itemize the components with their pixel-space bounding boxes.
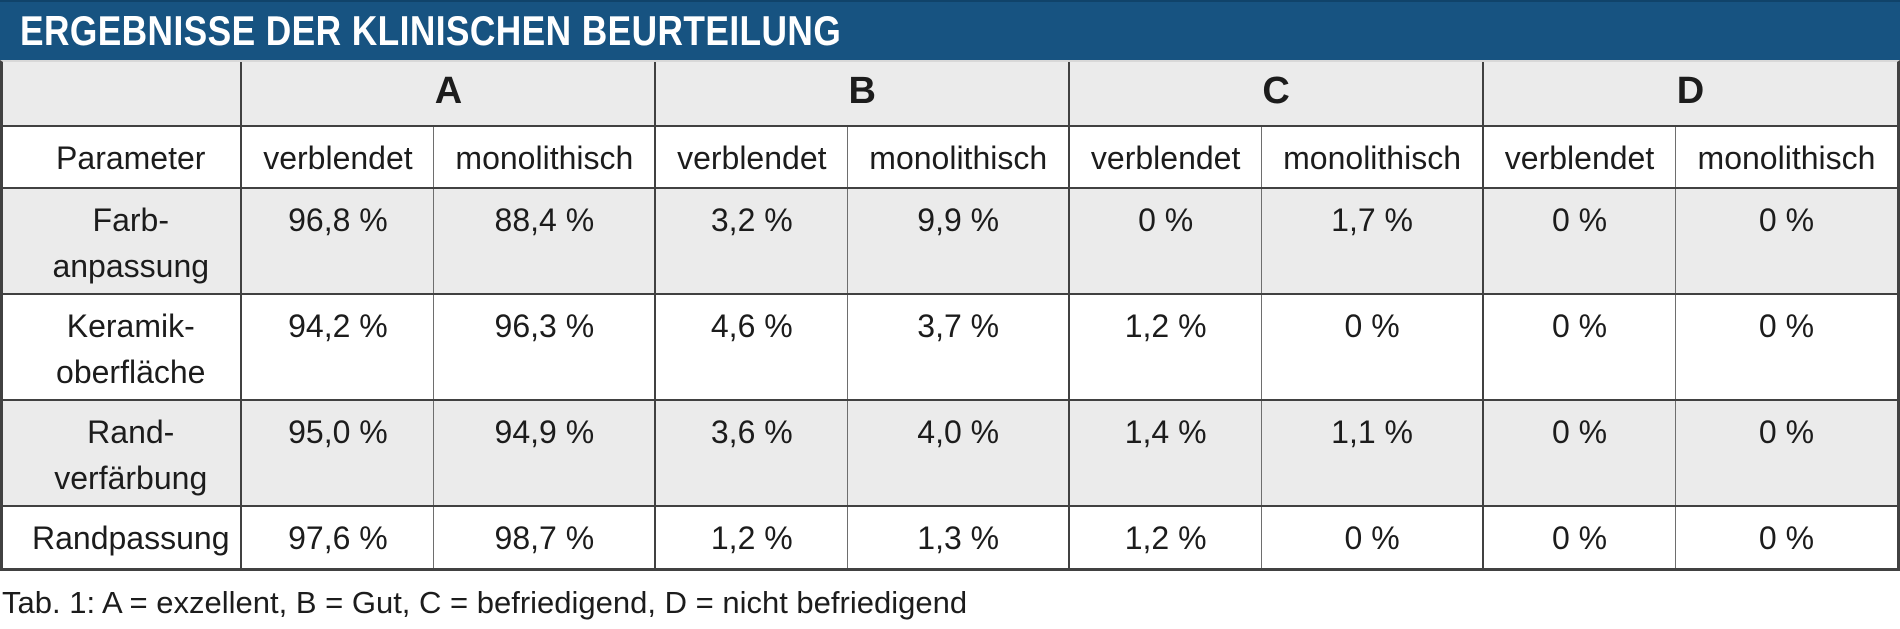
value-cell: 1,2 % xyxy=(1068,293,1262,400)
value-cell: 94,2 % xyxy=(240,293,434,400)
value-cell: 0 % xyxy=(1674,399,1897,506)
value-cell: 4,6 % xyxy=(654,293,848,400)
value-cell: 1,7 % xyxy=(1261,187,1484,294)
value-cell: 0 % xyxy=(1068,187,1262,294)
group-header-d: D xyxy=(1482,62,1897,126)
table-title-bar: ERGEBNISSE DER KLINISCHEN BEURTEILUNG xyxy=(0,0,1900,60)
group-header-a: A xyxy=(240,62,656,126)
table-caption: Tab. 1: A = exzellent, B = Gut, C = befr… xyxy=(2,585,968,620)
value-cell: 96,3 % xyxy=(433,293,656,400)
parameter-column-header: Parameter xyxy=(3,125,242,188)
subheader-a-monolithisch: monolithisch xyxy=(433,125,656,188)
results-table-wrapper: A B C D Parameter verblendet monolithisch verbl… xyxy=(0,60,1900,571)
subheader-row: Parameter verblendet monolithisch verblende… xyxy=(3,125,1897,188)
value-cell: 0 % xyxy=(1261,293,1484,400)
value-cell: 97,6 % xyxy=(240,505,434,568)
value-cell: 94,9 % xyxy=(433,399,656,506)
value-cell: 0 % xyxy=(1674,187,1897,294)
row-label: Rand-verfärbung xyxy=(3,399,242,506)
value-cell: 4,0 % xyxy=(847,399,1070,506)
corner-cell xyxy=(3,62,242,126)
subheader-d-monolithisch: monolithisch xyxy=(1674,125,1897,188)
table-row: Randpassung 97,6 % 98,7 % 1,2 % 1,3 % 1,2 % 0 … xyxy=(3,505,1897,568)
table-row: Farb-anpassung 96,8 % 88,4 % 3,2 % 9,9 % 0 % 1… xyxy=(3,187,1897,294)
subheader-b-verblendet: verblendet xyxy=(654,125,848,188)
value-cell: 3,6 % xyxy=(654,399,848,506)
row-label: Keramik-oberfläche xyxy=(3,293,242,400)
value-cell: 95,0 % xyxy=(240,399,434,506)
value-cell: 0 % xyxy=(1482,399,1676,506)
value-cell: 0 % xyxy=(1482,187,1676,294)
row-label: Farb-anpassung xyxy=(3,187,242,294)
row-label: Randpassung xyxy=(3,505,242,568)
value-cell: 1,3 % xyxy=(847,505,1070,568)
value-cell: 0 % xyxy=(1261,505,1484,568)
value-cell: 88,4 % xyxy=(433,187,656,294)
value-cell: 3,7 % xyxy=(847,293,1070,400)
value-cell: 98,7 % xyxy=(433,505,656,568)
value-cell: 0 % xyxy=(1674,293,1897,400)
subheader-b-monolithisch: monolithisch xyxy=(847,125,1070,188)
value-cell: 1,1 % xyxy=(1261,399,1484,506)
table-body: Farb-anpassung 96,8 % 88,4 % 3,2 % 9,9 % 0 % 1… xyxy=(3,187,1897,568)
value-cell: 0 % xyxy=(1482,293,1676,400)
table-head: A B C D Parameter verblendet monolithisch verbl… xyxy=(3,62,1897,188)
value-cell: 9,9 % xyxy=(847,187,1070,294)
value-cell: 0 % xyxy=(1482,505,1676,568)
value-cell: 1,2 % xyxy=(654,505,848,568)
value-cell: 1,2 % xyxy=(1068,505,1262,568)
value-cell: 0 % xyxy=(1674,505,1897,568)
subheader-d-verblendet: verblendet xyxy=(1482,125,1676,188)
value-cell: 96,8 % xyxy=(240,187,434,294)
table-title: ERGEBNISSE DER KLINISCHEN BEURTEILUNG xyxy=(20,7,842,54)
subheader-a-verblendet: verblendet xyxy=(240,125,434,188)
subheader-c-verblendet: verblendet xyxy=(1068,125,1262,188)
subheader-c-monolithisch: monolithisch xyxy=(1261,125,1484,188)
value-cell: 3,2 % xyxy=(654,187,848,294)
table-row: Keramik-oberfläche 94,2 % 96,3 % 4,6 % 3,7 %… xyxy=(3,293,1897,400)
group-header-c: C xyxy=(1068,62,1484,126)
group-header-b: B xyxy=(654,62,1070,126)
value-cell: 1,4 % xyxy=(1068,399,1262,506)
table-row: Rand-verfärbung 95,0 % 94,9 % 3,6 % 4,0 % 1,4… xyxy=(3,399,1897,506)
results-table: A B C D Parameter verblendet monolithisch verbl… xyxy=(3,62,1897,568)
